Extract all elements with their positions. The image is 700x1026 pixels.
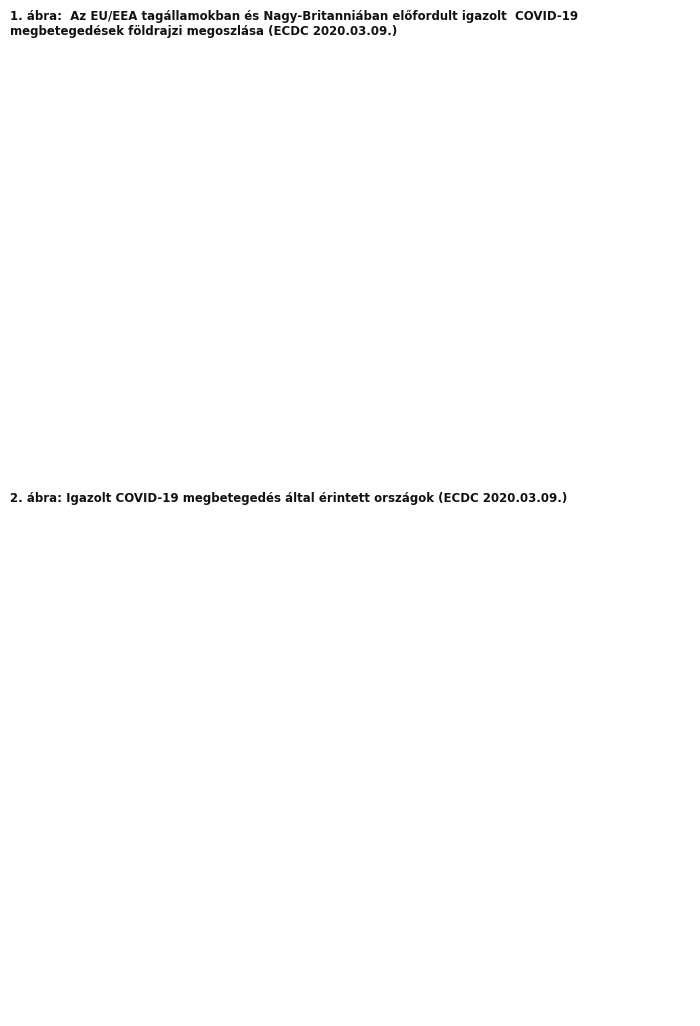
Text: 1. ábra:  Az EU/EEA tagállamokban és Nagy-Britanniában előfordult igazolt  COVID: 1. ábra: Az EU/EEA tagállamokban és Nagy… [10, 10, 579, 38]
Text: 2. ábra: Igazolt COVID-19 megbetegedés által érintett országok (ECDC 2020.03.09.: 2. ábra: Igazolt COVID-19 megbetegedés á… [10, 492, 568, 506]
